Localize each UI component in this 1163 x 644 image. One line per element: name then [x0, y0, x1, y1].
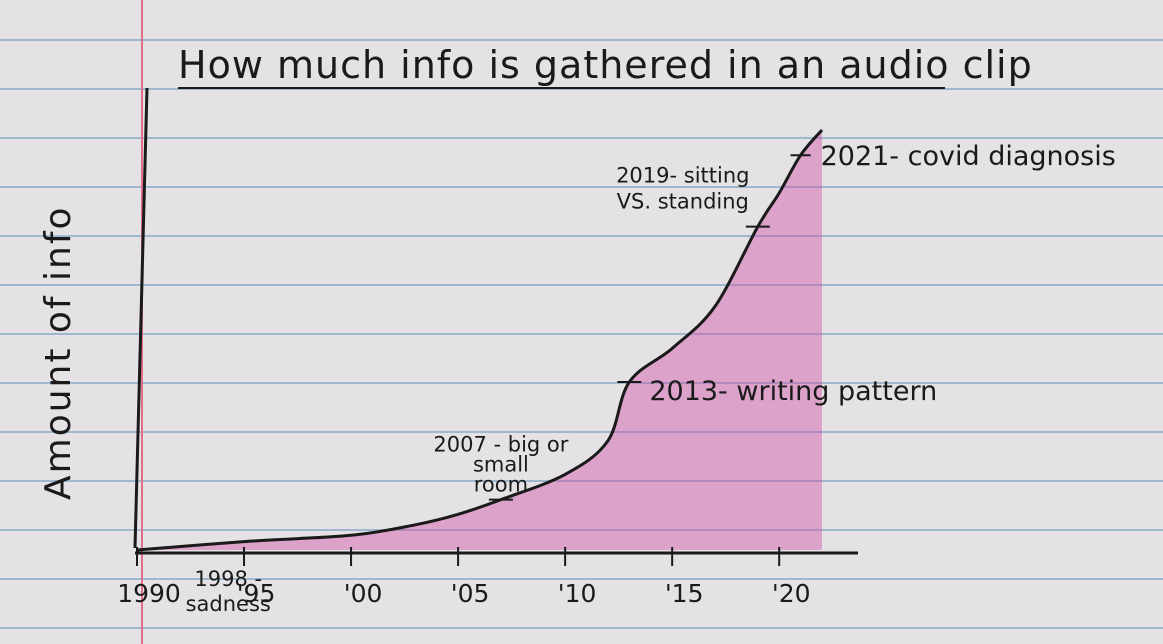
x-tick-label: '15 [665, 579, 704, 608]
x-tick-label: 1990 [117, 579, 181, 608]
annotation-label: 2019- sitting [616, 164, 749, 188]
annotation-label: 2007 - big or [433, 433, 568, 457]
chart-title: How much info is gathered in an audio cl… [178, 43, 1033, 87]
x-tick-label: '00 [344, 579, 383, 608]
annotation-label: VS. standing [617, 190, 749, 214]
x-tick-label: '05 [451, 579, 490, 608]
x-tick-label: '95 [237, 579, 276, 608]
x-ticks: 1990 '95 '00 '05 '10 '15 '20 [117, 547, 811, 608]
notebook-rules [0, 39, 1163, 629]
annotation-label: 2021- covid diagnosis [821, 141, 1116, 172]
annotation-label: 1998 - [194, 567, 262, 591]
annotation-label: room [474, 473, 528, 497]
y-axis-label: Amount of info [38, 205, 79, 500]
x-tick-label: '20 [772, 579, 811, 608]
annotation-label: sadness [186, 592, 271, 616]
annotation-label: 2013- writing pattern [649, 376, 937, 407]
series-line [136, 129, 824, 552]
annotation-label: small [473, 453, 529, 477]
area-fill-group [137, 130, 822, 550]
area-fill [137, 130, 822, 550]
y-axis-line [133, 87, 149, 549]
x-tick-label: '10 [558, 579, 597, 608]
